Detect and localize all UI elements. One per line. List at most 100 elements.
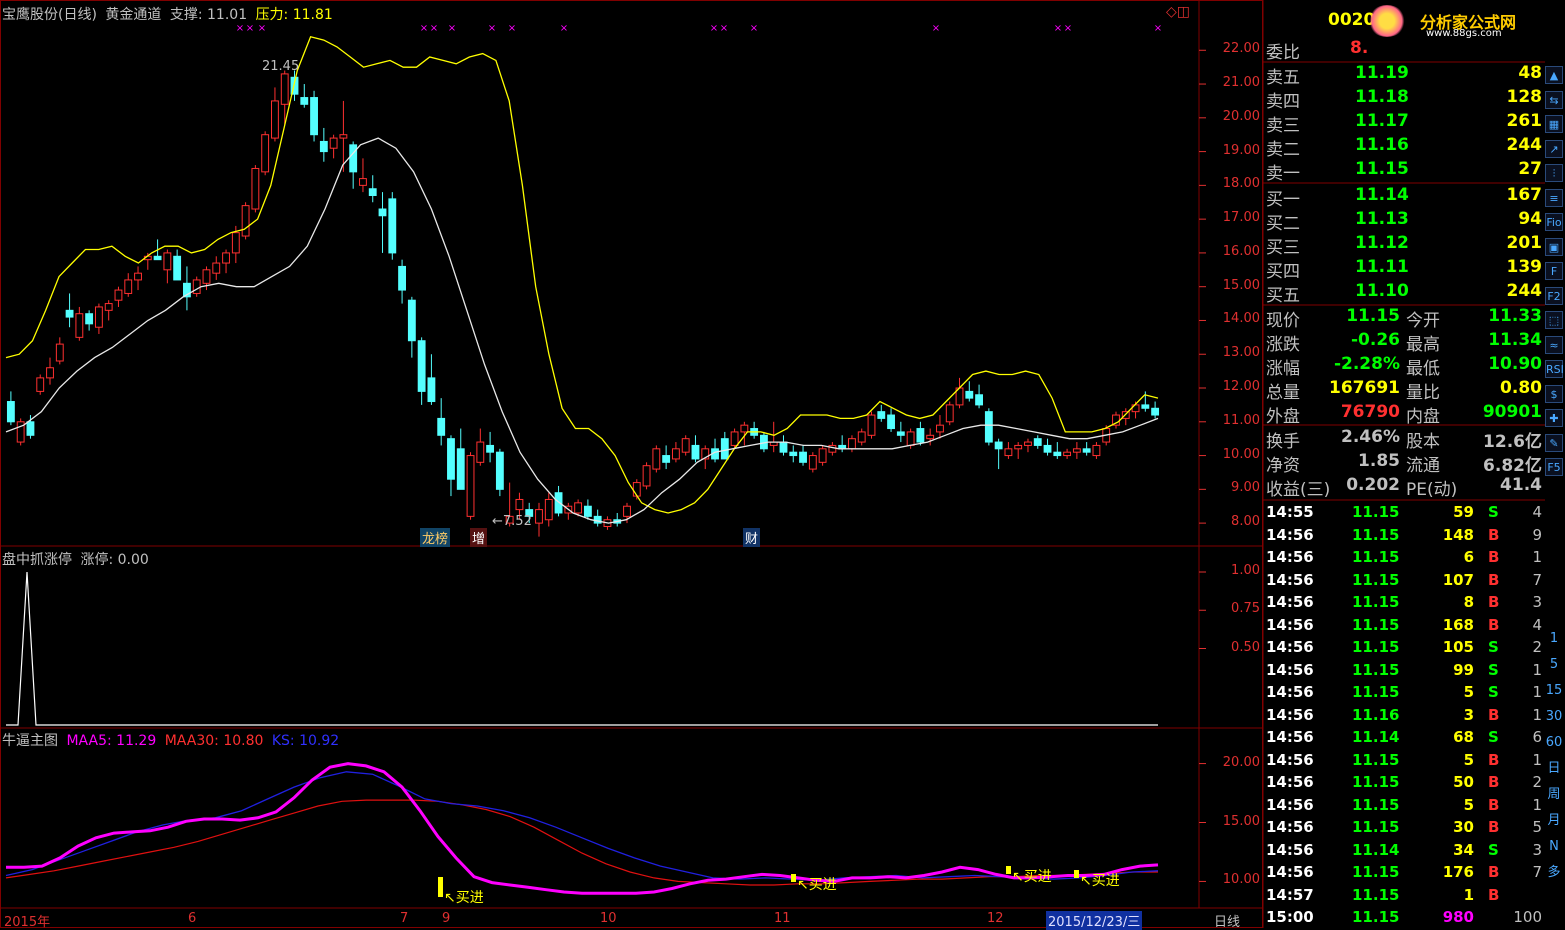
period-button-30[interactable]: 30 [1545, 709, 1563, 724]
period-button-多[interactable]: 多 [1547, 865, 1561, 880]
main-panel-title: 宝鹰股份(日线) 黄金通道 支撑: 11.01 压力: 11.81 [2, 4, 333, 24]
candle [896, 431, 905, 436]
candle [153, 255, 162, 261]
period-button-月[interactable]: 月 [1547, 813, 1561, 828]
toolbar-icon-14[interactable]: ✚ [1545, 409, 1563, 427]
toolbar-icon-13[interactable]: $ [1545, 384, 1563, 403]
sell-level-5[interactable]: 卖一 11.15 27 [1266, 159, 1542, 184]
candle [280, 73, 289, 105]
candle [212, 262, 221, 274]
signal-marker: × [932, 23, 940, 34]
date-month-9: 9 [442, 911, 451, 926]
indicator-name[interactable]: 黄金通道 [105, 7, 162, 23]
period-label[interactable]: 日线 [1214, 915, 1241, 930]
toolbar-icon-0[interactable]: ▲ [1545, 66, 1563, 84]
candle-layer [6, 70, 1160, 537]
buy-signal-label: ↖买进 [797, 877, 837, 893]
candle [652, 448, 661, 470]
signal-marker: × [750, 23, 758, 34]
sell-level-4[interactable]: 卖二 11.16 244 [1266, 135, 1542, 160]
toolbar-icon-6[interactable]: Fio [1545, 213, 1563, 231]
maa30-value: 10.80 [223, 733, 264, 749]
pressure-value: 11.81 [292, 7, 333, 23]
candle [965, 390, 974, 399]
candle [437, 417, 446, 436]
buy-level-5[interactable]: 买五 11.10 244 [1266, 281, 1542, 306]
weibi-row: 委比 8. [1266, 38, 1369, 63]
window-control-icons[interactable]: ◇◫ [1166, 4, 1190, 20]
buy-signal-bar [438, 877, 443, 897]
ind-tick-label: 20.00 [1222, 754, 1260, 770]
tick-row: 14:56 11.15 5 S 1 [1266, 683, 1542, 701]
period-button-1[interactable]: 1 [1549, 631, 1559, 646]
candle [75, 313, 84, 338]
quote-stat-row: 外盘 76790 内盘 90901 [1266, 402, 1542, 427]
candle [544, 498, 553, 521]
toolbar-icon-7[interactable]: ▣ [1545, 237, 1563, 256]
period-button-60[interactable]: 60 [1545, 735, 1563, 750]
period-button-5[interactable]: 5 [1549, 657, 1559, 672]
candle [984, 411, 993, 443]
quote-stat-row: 涨跌 -0.26 最高 11.34 [1266, 330, 1542, 355]
limit-up-title[interactable]: 盘中抓涨停 [2, 552, 72, 568]
limit-up-panel-title: 盘中抓涨停 涨停: 0.00 [2, 549, 149, 569]
stock-name[interactable]: 宝鹰股份(日线) [2, 7, 97, 23]
toolbar-icon-3[interactable]: ↗ [1545, 139, 1563, 158]
bull-title[interactable]: 牛逼主图 [2, 733, 58, 749]
ks-label: KS: [271, 733, 295, 749]
candle [55, 343, 64, 362]
candle [183, 282, 191, 298]
sell-level-3[interactable]: 卖三 11.17 261 [1266, 111, 1542, 136]
toolbar-icon-11[interactable]: ≈ [1545, 335, 1563, 354]
buy-level-1[interactable]: 买一 11.14 167 [1266, 185, 1542, 210]
candle [310, 97, 318, 136]
candle [926, 434, 935, 440]
toolbar-icon-5[interactable]: ≡ [1545, 188, 1563, 207]
candle [398, 265, 406, 291]
buy-level-2[interactable]: 买二 11.13 94 [1266, 209, 1542, 234]
low-price-annotation: ←7.52 [492, 514, 532, 529]
toolbar-icon-8[interactable]: F [1545, 262, 1563, 280]
buy-level-4[interactable]: 买四 11.11 139 [1266, 257, 1542, 282]
limit-tick-label: 1.00 [1231, 563, 1260, 578]
buy-signal-label: ↖买进 [1012, 869, 1052, 885]
price-tick-label: 22.00 [1222, 41, 1260, 57]
fundamental-row: 净资 1.85 流通 6.82亿 [1266, 451, 1542, 476]
candle [936, 424, 944, 433]
limit-tick-label: 0.75 [1231, 601, 1260, 617]
candle [163, 252, 172, 271]
toolbar-icon-10[interactable]: ⬚ [1545, 311, 1563, 329]
signal-marker: × [508, 23, 516, 34]
price-tick-label: 17.00 [1222, 210, 1260, 226]
candle [662, 455, 671, 463]
candle [134, 272, 142, 281]
period-button-日[interactable]: 日 [1547, 761, 1561, 776]
signal-marker: × [720, 23, 728, 34]
period-button-周[interactable]: 周 [1547, 787, 1561, 802]
toolbar-icon-4[interactable]: ⫶ [1545, 164, 1563, 182]
toolbar-icon-9[interactable]: F2 [1545, 286, 1563, 305]
toolbar-icon-15[interactable]: ✎ [1545, 433, 1563, 452]
buy-signal-label: ↖买进 [1080, 873, 1120, 889]
sell-level-1[interactable]: 卖五 11.19 48 [1266, 63, 1542, 88]
buy-level-3[interactable]: 买三 11.12 201 [1266, 233, 1542, 258]
candle [554, 492, 563, 514]
event-tag-dragon[interactable]: 龙榜 [420, 528, 451, 547]
signal-marker: × [560, 23, 568, 34]
bull-panel-title: 牛逼主图 MAA5: 11.29 MAA30: 10.80 KS: 10.92 [2, 730, 339, 750]
tick-row: 14:56 11.15 107 B 7 [1266, 570, 1542, 589]
limit-tick-label: 0.50 [1231, 639, 1260, 655]
sell-level-2[interactable]: 卖四 11.18 128 [1266, 87, 1542, 112]
toolbar-icon-2[interactable]: ▦ [1545, 115, 1563, 133]
event-tag-increase[interactable]: 增 [470, 528, 488, 547]
period-button-15[interactable]: 15 [1545, 683, 1563, 698]
toolbar-icon-16[interactable]: F5 [1545, 458, 1563, 476]
event-tag-finance[interactable]: 财 [743, 528, 761, 547]
toolbar-icon-12[interactable]: RSI [1545, 360, 1564, 378]
date-month-7: 7 [400, 911, 409, 926]
tick-row: 14:56 11.15 50 B 2 [1266, 773, 1542, 791]
current-date: 2015/12/23/三 [1046, 911, 1143, 930]
toolbar-icon-1[interactable]: ⇆ [1545, 90, 1563, 109]
period-button-N[interactable]: N [1549, 839, 1559, 854]
